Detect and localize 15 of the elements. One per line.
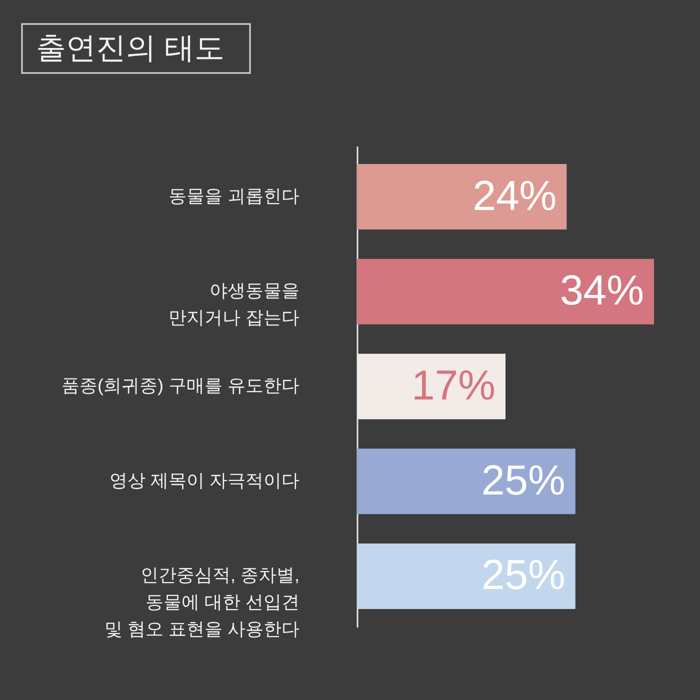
data-label: 24% [472, 172, 557, 219]
bar [357, 448, 576, 514]
bar [357, 164, 567, 230]
data-label: 25% [481, 456, 566, 504]
y-tick-label: 영상 제목이 자극적이다 [109, 470, 300, 490]
y-tick-label: 인간중심적, 종차별, 동물에 대한 선입견 및 혐오 표현을 사용한다 [104, 565, 300, 640]
chart-title: 출연진의 태도 [36, 32, 224, 65]
y-tick-label: 품종(희귀종) 구매를 유도한다 [62, 376, 300, 396]
data-label: 34% [560, 266, 644, 314]
y-tick-label: 야생동물을 만지거나 잡는다 [168, 280, 300, 328]
data-label: 17% [411, 362, 496, 408]
y-tick-label: 동물을 괴롭힌다 [168, 186, 300, 206]
bar [357, 544, 576, 609]
bar [357, 258, 654, 324]
data-label: 25% [481, 551, 566, 598]
